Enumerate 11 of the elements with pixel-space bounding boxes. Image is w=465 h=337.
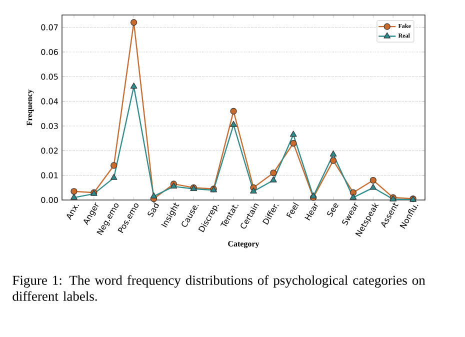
y-tick-label: 0.07 <box>41 24 58 30</box>
x-axis-title: Category <box>228 241 260 248</box>
y-tick-label: 0.04 <box>41 98 58 104</box>
y-tick-label: 0.01 <box>41 172 58 178</box>
y-tick-label: 0.02 <box>41 148 58 154</box>
caption: Figure 1: The word frequency distributions of psychological categories on different labels. <box>12 275 426 301</box>
y-tick-label: 0.00 <box>41 196 58 204</box>
y-tick-label: 0.03 <box>41 122 58 130</box>
y-tick-label: 0.05 <box>41 74 58 80</box>
y-axis-title: Frequency <box>26 89 34 126</box>
y-tick-label: 0.06 <box>41 48 58 56</box>
